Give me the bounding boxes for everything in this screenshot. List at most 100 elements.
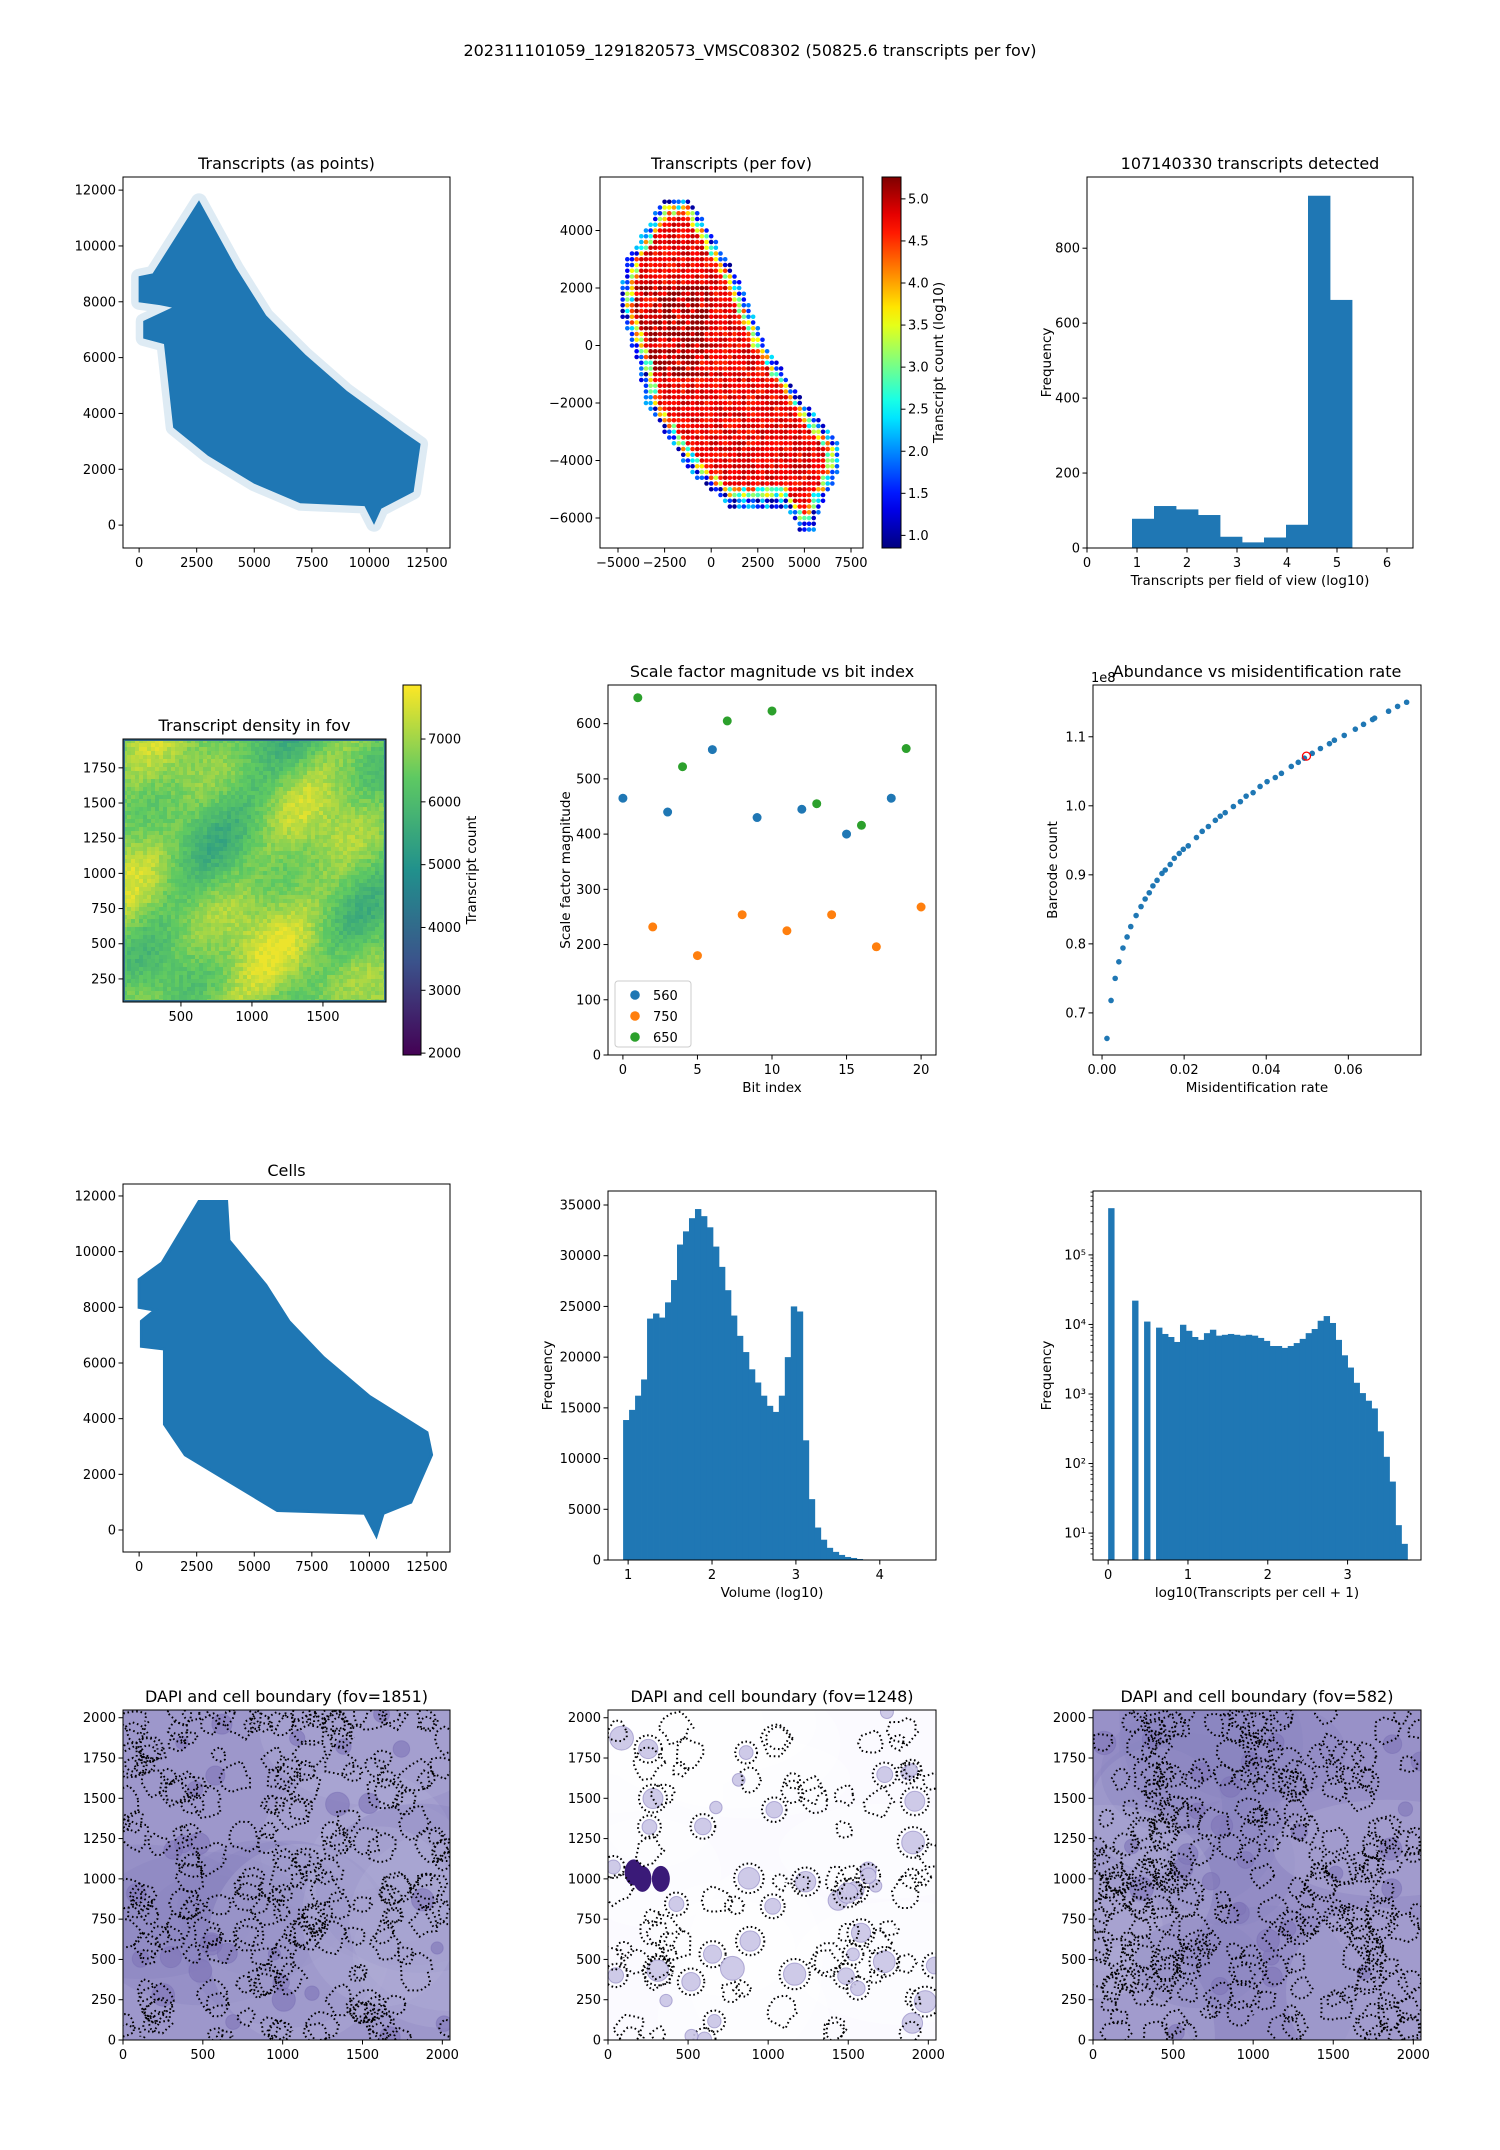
fov-point [750, 406, 756, 412]
heatmap-cell [159, 911, 164, 916]
heatmap-cell [175, 923, 180, 928]
fov-point [634, 354, 639, 360]
heatmap-cell [167, 743, 172, 748]
heatmap-cell [267, 883, 272, 888]
fov-point [746, 446, 751, 452]
heatmap-cell [159, 811, 164, 816]
panel-title: Transcripts (as points) [197, 154, 375, 173]
fov-point [652, 256, 658, 262]
heatmap-cell [203, 799, 208, 804]
heatmap-cell [235, 799, 240, 804]
fov-point [634, 320, 639, 325]
heatmap-cell [151, 887, 156, 892]
fov-point [755, 440, 761, 446]
heatmap-cell [367, 855, 372, 860]
heatmap-cell [299, 843, 304, 848]
fov-point [778, 412, 784, 417]
heatmap-cell [259, 763, 264, 768]
heatmap-cell [251, 767, 256, 772]
heatmap-cell [219, 883, 224, 888]
heatmap-cell [243, 851, 248, 856]
fov-point [704, 463, 709, 469]
fov-point [816, 463, 821, 469]
fov-point [792, 481, 798, 486]
heatmap-cell [135, 811, 140, 816]
fov-point [652, 210, 658, 216]
heatmap-cell [379, 911, 384, 916]
heatmap-cell [343, 851, 348, 856]
fov-point [671, 274, 677, 279]
heatmap-cell [227, 787, 232, 792]
fov-point [764, 458, 770, 463]
heatmap-cell [255, 759, 260, 764]
heatmap-cell [331, 807, 336, 812]
fov-point [797, 481, 803, 486]
heatmap-cell [191, 927, 196, 932]
heatmap-cell [255, 935, 260, 940]
heatmap-cell [223, 899, 228, 904]
heatmap-cell [243, 935, 248, 940]
heatmap-cell [215, 871, 220, 876]
heatmap-cell [191, 751, 196, 756]
heatmap-cell [139, 823, 144, 828]
fov-point [708, 256, 714, 262]
heatmap-cell [359, 879, 364, 884]
heatmap-cell [155, 823, 160, 828]
heatmap-cell [147, 907, 152, 912]
fov-point [713, 337, 719, 343]
heatmap-cell [203, 907, 208, 912]
heatmap-cell [311, 863, 316, 868]
heatmap-cell [135, 919, 140, 924]
fov-point [704, 435, 709, 440]
heatmap-cell [283, 771, 288, 776]
fov-point [657, 308, 663, 314]
heatmap-cell [359, 739, 364, 744]
heatmap-cell [279, 823, 284, 828]
heatmap-cell [207, 763, 212, 768]
heatmap-cell [243, 891, 248, 896]
heatmap-cell [275, 847, 280, 852]
fov-point [639, 325, 644, 331]
heatmap-cell [319, 863, 324, 868]
heatmap-cell [127, 859, 132, 864]
heatmap-cell [187, 763, 192, 768]
fov-point [746, 435, 751, 440]
heatmap-cell [251, 799, 256, 804]
heatmap-cell [355, 807, 360, 812]
fov-point [676, 371, 681, 377]
heatmap-cell [195, 763, 200, 768]
heatmap-cell [179, 875, 184, 880]
fov-point [648, 331, 653, 337]
heatmap-cell [139, 935, 144, 940]
fov-point [708, 469, 714, 475]
heatmap-cell [147, 811, 152, 816]
fov-point [722, 360, 728, 366]
fov-point [764, 435, 770, 440]
heatmap-cell [123, 903, 128, 908]
heatmap-cell [203, 747, 208, 752]
heatmap-cell [255, 795, 260, 800]
heatmap-cell [311, 875, 316, 880]
heatmap-cell [171, 803, 176, 808]
heatmap-cell [259, 883, 264, 888]
heatmap-cell [267, 847, 272, 852]
heatmap-cell [123, 763, 128, 768]
fov-point [671, 435, 677, 440]
heatmap-cell [343, 895, 348, 900]
heatmap-cell [175, 931, 180, 936]
heatmap-cell [251, 867, 256, 872]
fov-point [816, 492, 821, 498]
fov-point [676, 389, 681, 394]
heatmap-cell [359, 867, 364, 872]
heatmap-cell [371, 859, 376, 864]
fov-point [685, 360, 691, 366]
heatmap-cell [319, 835, 324, 840]
heatmap-cell [367, 939, 372, 944]
heatmap-cell [295, 779, 300, 784]
heatmap-cell [243, 887, 248, 892]
fov-point [788, 446, 793, 452]
heatmap-cell [179, 755, 184, 760]
heatmap-cell [371, 883, 376, 888]
heatmap-cell [255, 855, 260, 860]
heatmap-cell [247, 799, 252, 804]
